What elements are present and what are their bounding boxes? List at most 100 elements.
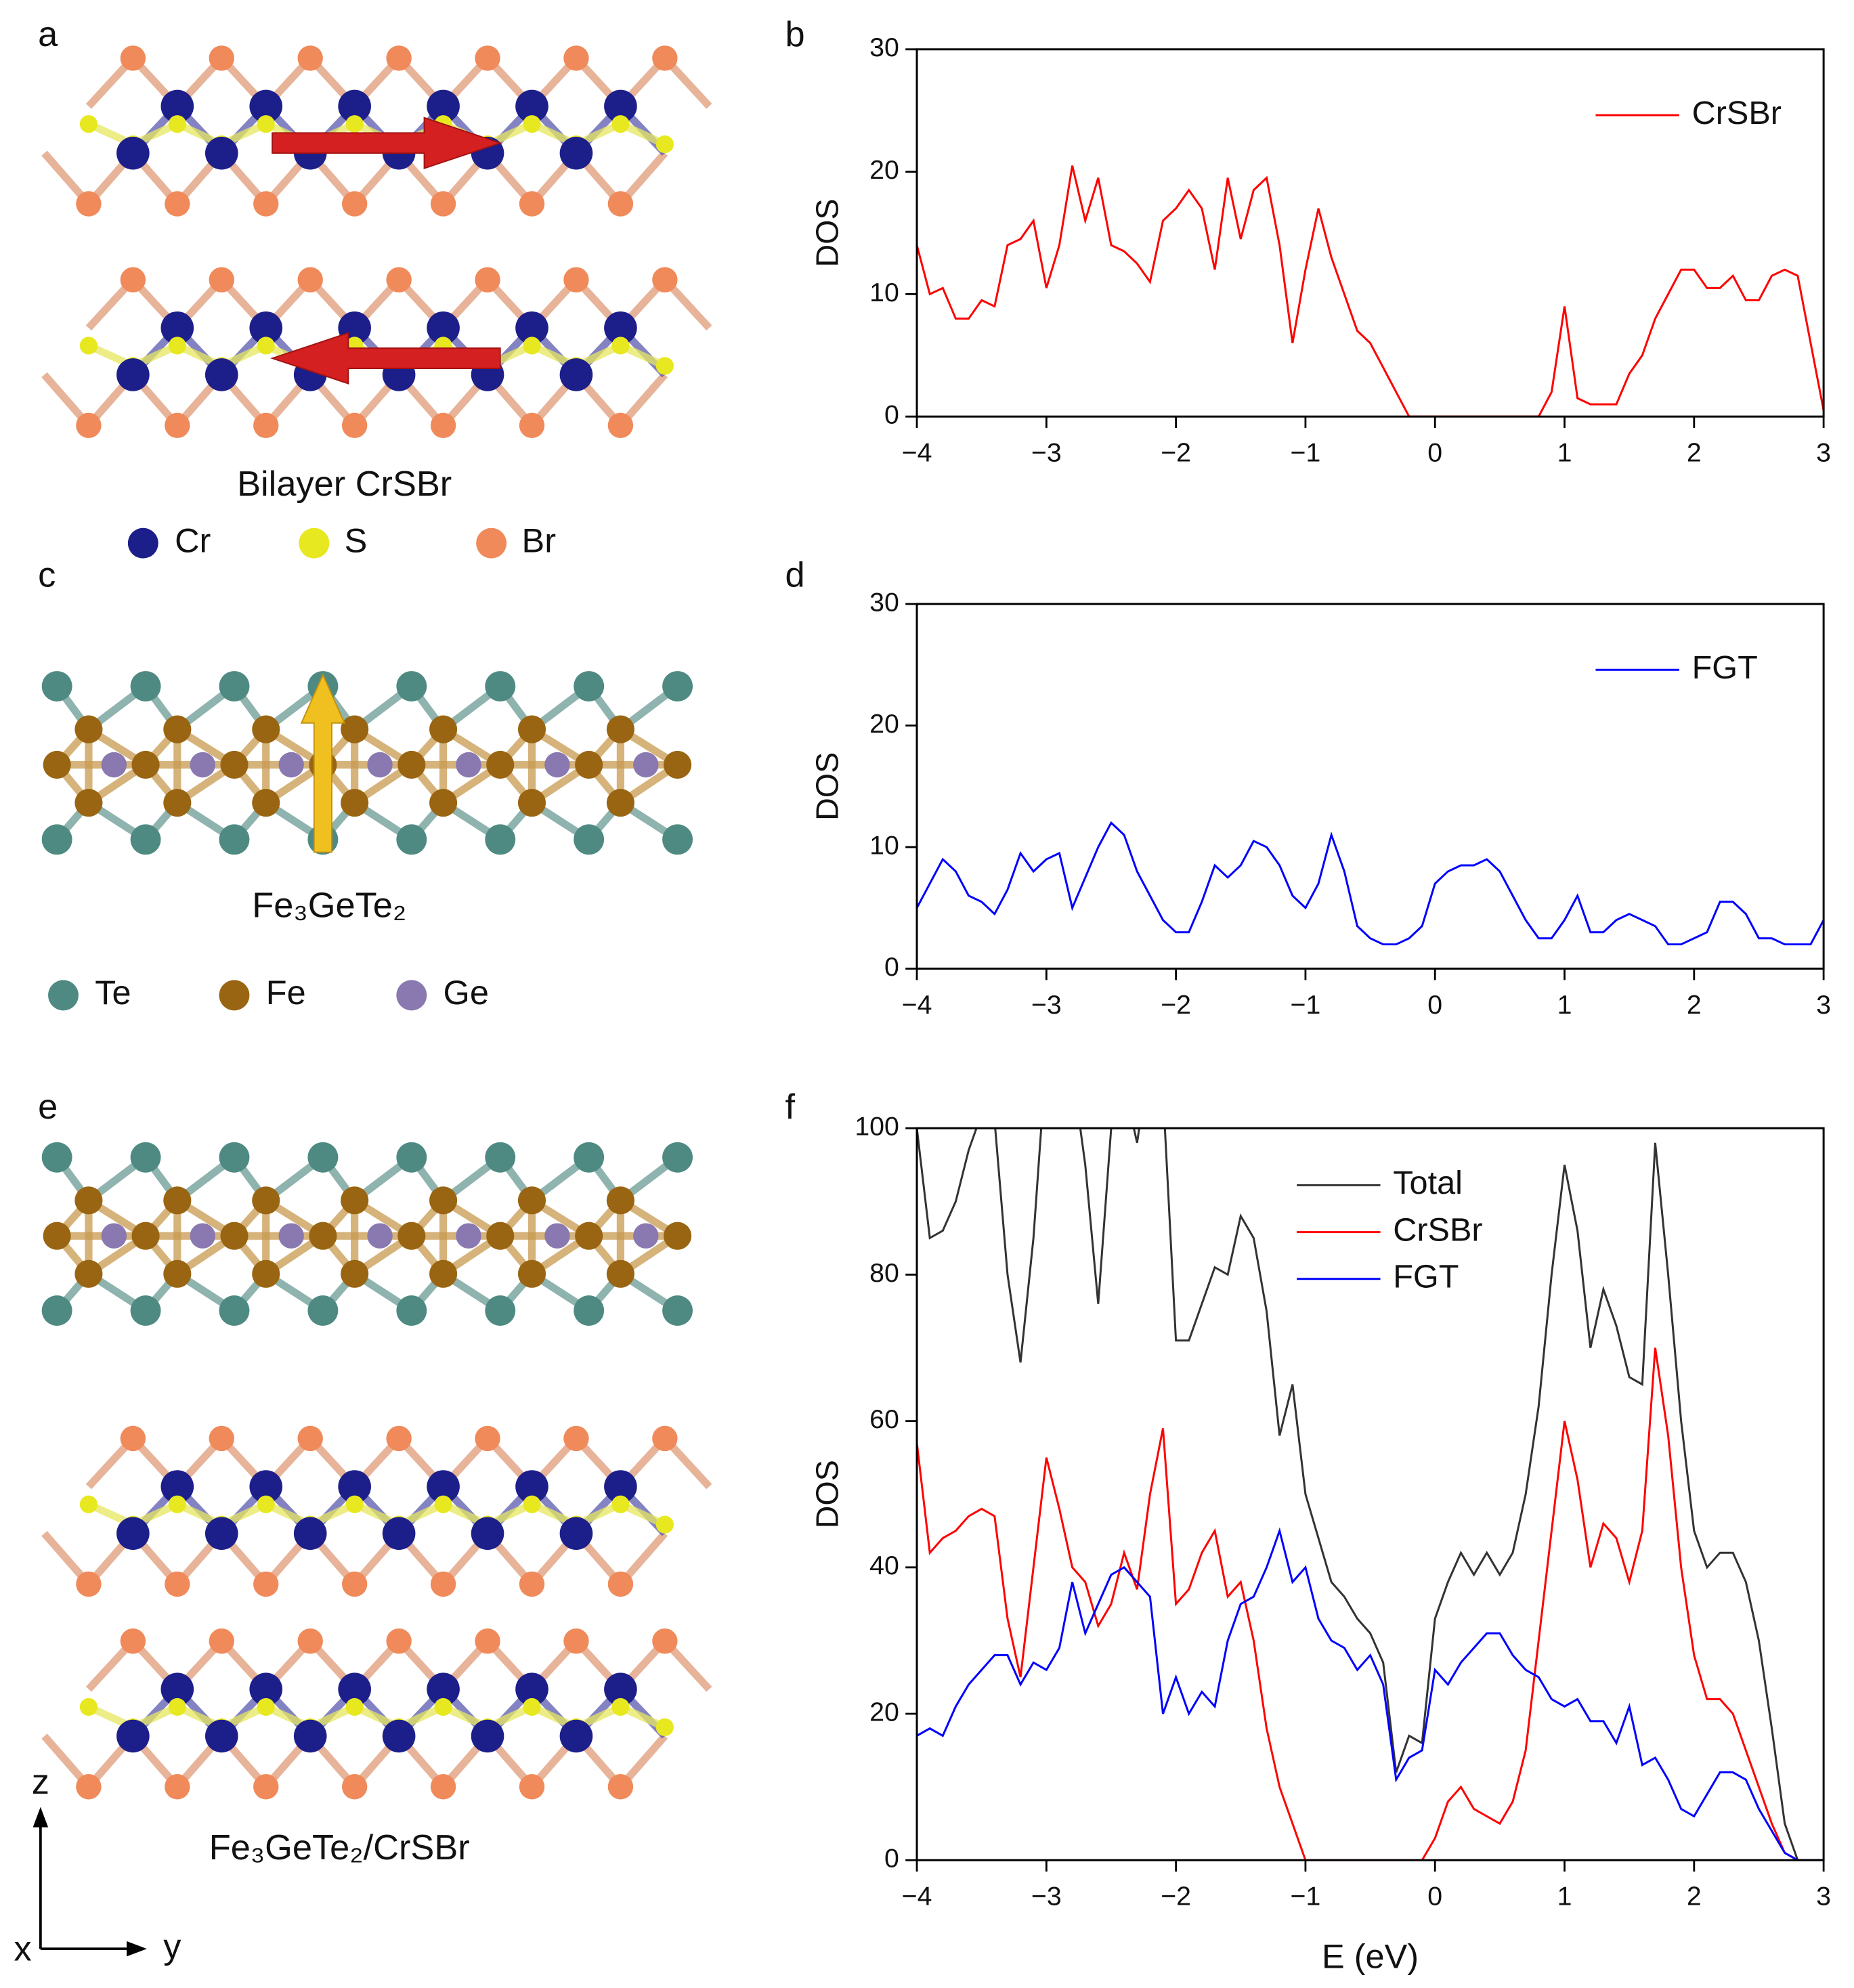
atom <box>563 1628 589 1654</box>
atom <box>257 1698 275 1716</box>
atom <box>338 89 371 123</box>
atom <box>130 1295 161 1326</box>
atom <box>475 1628 500 1654</box>
atom <box>604 1672 637 1706</box>
atom <box>116 136 150 170</box>
atom <box>429 715 458 743</box>
atom <box>253 191 279 217</box>
atom <box>523 115 541 133</box>
atom <box>341 1186 369 1215</box>
y-tick-label: 100 <box>855 1112 899 1142</box>
atom <box>209 45 234 71</box>
panel-label: f <box>785 1087 796 1127</box>
atom <box>163 1186 192 1215</box>
atom <box>485 1142 516 1173</box>
atom-key <box>219 980 250 1011</box>
atom <box>559 358 593 391</box>
atom <box>79 115 98 133</box>
atom <box>396 1295 427 1326</box>
atom <box>160 311 194 345</box>
atom <box>367 752 393 778</box>
axis-name: z <box>32 1763 49 1802</box>
x-tick-label: −4 <box>902 990 932 1020</box>
atom <box>341 191 368 217</box>
atom <box>204 358 238 391</box>
series-line <box>917 821 1824 946</box>
atom <box>382 1517 416 1551</box>
x-tick-label: −1 <box>1291 1882 1321 1911</box>
atom <box>341 1259 369 1288</box>
atom <box>116 358 150 391</box>
atom-name: Ge <box>444 973 489 1012</box>
atom <box>345 1495 364 1513</box>
atom <box>386 267 412 293</box>
atom-key <box>127 527 158 559</box>
atom <box>517 789 546 817</box>
atom <box>517 1259 546 1288</box>
atom <box>338 1672 371 1706</box>
atom <box>168 337 186 355</box>
atom <box>604 1470 637 1503</box>
atom <box>130 671 161 701</box>
atom-key <box>476 527 507 559</box>
atom <box>427 311 460 345</box>
axis-name: y <box>163 1927 181 1966</box>
atom <box>209 1425 234 1452</box>
atom <box>574 671 605 701</box>
x-tick-label: −3 <box>1031 990 1062 1020</box>
atom <box>611 337 630 355</box>
atom <box>397 1222 426 1250</box>
atom <box>204 1719 238 1753</box>
atom <box>606 715 634 743</box>
atom <box>386 45 412 71</box>
structures <box>41 45 712 1800</box>
x-tick-label: −4 <box>902 1882 932 1911</box>
atom <box>429 1259 458 1288</box>
atom <box>434 1495 452 1513</box>
atom <box>130 1142 161 1173</box>
atom <box>544 752 570 778</box>
atom <box>427 1672 460 1706</box>
atom <box>662 824 693 855</box>
x-tick-label: 1 <box>1557 990 1572 1020</box>
atom <box>43 1222 71 1250</box>
atom <box>633 1223 659 1249</box>
atom <box>101 752 127 778</box>
plot-frame <box>915 603 1825 970</box>
atom <box>515 1470 548 1503</box>
atom <box>652 1425 678 1452</box>
atom <box>257 1495 275 1513</box>
atom <box>163 1259 192 1288</box>
atom <box>76 1774 102 1800</box>
atom <box>219 671 250 701</box>
atom <box>297 45 323 71</box>
atom <box>120 267 146 293</box>
atom <box>220 750 249 779</box>
atom <box>253 1571 279 1597</box>
atom <box>160 1470 194 1503</box>
atom <box>652 45 678 71</box>
series-line <box>917 1128 1824 1861</box>
atom <box>559 1517 593 1551</box>
atom <box>430 191 456 217</box>
atom <box>341 1774 368 1800</box>
atom <box>559 1719 593 1753</box>
atom <box>74 1259 103 1288</box>
legend-label: FGT <box>1692 649 1758 686</box>
atom <box>345 115 364 133</box>
atom <box>219 824 250 855</box>
atom <box>519 1571 545 1597</box>
atom <box>475 45 500 71</box>
atom <box>209 1628 234 1654</box>
atom <box>341 715 369 743</box>
atom <box>160 1672 194 1706</box>
legend-label: CrSBr <box>1692 95 1782 131</box>
atom <box>544 1223 570 1249</box>
atom <box>293 1517 327 1551</box>
atom <box>607 412 634 438</box>
atom <box>427 89 460 123</box>
atom <box>655 135 674 154</box>
atom <box>471 1719 504 1753</box>
